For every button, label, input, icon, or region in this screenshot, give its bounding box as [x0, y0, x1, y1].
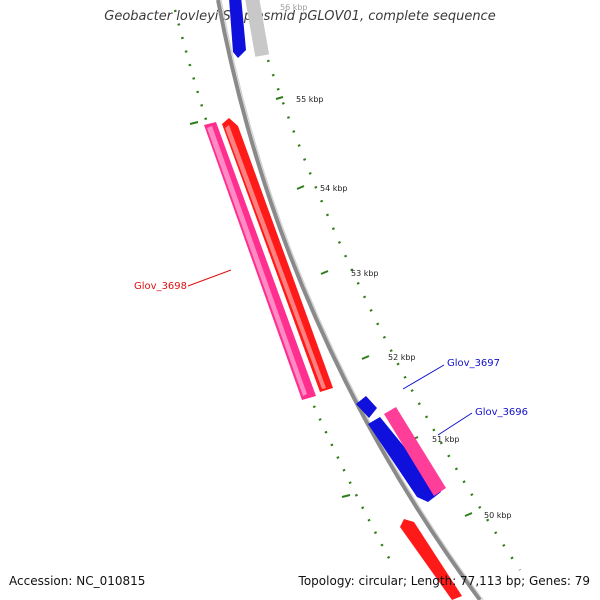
- gene-red-bottom: [400, 519, 462, 600]
- glov-3698-leader: [187, 269, 232, 287]
- accession-text: Accession: NC_010815: [9, 574, 146, 588]
- tick-label-56kbp: 56 kbp: [280, 3, 308, 12]
- tick-label-54kbp: 54 kbp: [320, 184, 348, 193]
- tick-label-53kbp: 53 kbp: [351, 269, 379, 278]
- tick-label-50kbp: 50 kbp: [484, 511, 512, 520]
- gene-glov-3697: [356, 396, 377, 418]
- gene-pink-large-shine: [207, 126, 307, 396]
- gene-label-glov-3696[interactable]: Glov_3696: [475, 407, 528, 418]
- topology-summary: Topology: circular; Length: 77,113 bp; G…: [298, 574, 590, 588]
- tick-label-55kbp: 55 kbp: [296, 95, 324, 104]
- tick-label-51kbp: 51 kbp: [432, 435, 460, 444]
- glov-3696-leader: [437, 412, 473, 436]
- gene-pink-right: [384, 407, 446, 496]
- gene-reverse-top: [229, 0, 246, 58]
- tick-label-52kbp: 52 kbp: [388, 353, 416, 362]
- backbone-circle: [216, 0, 482, 600]
- gene-label-glov-3697[interactable]: Glov_3697: [447, 358, 500, 369]
- backbone-highlight: [220, 0, 484, 600]
- major-ticks: [189, 96, 473, 517]
- gene-fade-top: [244, 0, 270, 57]
- gene-glov-3696: [368, 417, 441, 502]
- gene-label-glov-3698[interactable]: Glov_3698: [134, 281, 187, 292]
- gene-glov-3698-shine: [225, 125, 326, 389]
- glov-3697-leader: [402, 364, 445, 390]
- map-title: Geobacter lovleyi SZ plasmid pGLOV01, co…: [104, 9, 496, 24]
